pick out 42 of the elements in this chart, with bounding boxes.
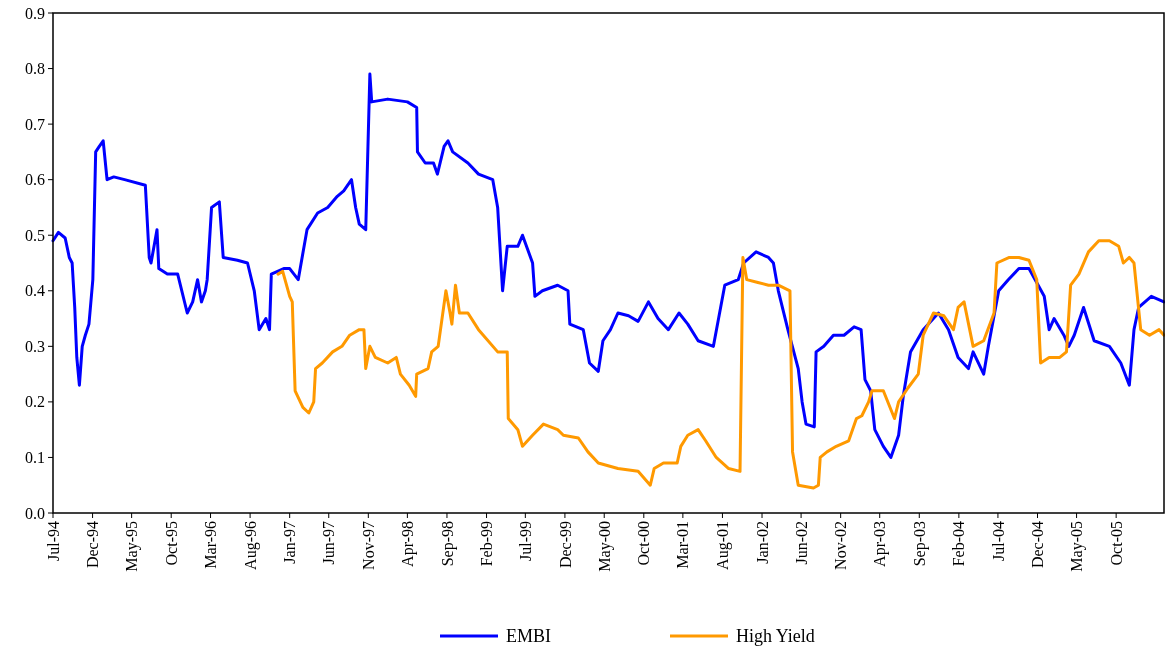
x-tick-label: Jul-94 xyxy=(44,521,62,561)
x-tick-label: Dec-04 xyxy=(1029,521,1047,569)
x-tick-label: Apr-98 xyxy=(398,521,417,567)
y-tick-label: 0.8 xyxy=(25,60,45,78)
y-tick-label: 0.6 xyxy=(25,171,45,189)
x-tick-label: Jun-02 xyxy=(792,521,810,565)
legend-label: High Yield xyxy=(736,626,815,647)
x-tick-label: Nov-97 xyxy=(359,521,377,570)
y-tick-label: 0.0 xyxy=(25,504,45,522)
x-tick-label: Jun-97 xyxy=(320,521,338,565)
x-tick-label: Dec-99 xyxy=(556,521,574,569)
x-tick-label: Feb-99 xyxy=(478,521,496,567)
x-tick-label: Oct-95 xyxy=(162,521,180,566)
y-tick-label: 0.2 xyxy=(25,393,45,411)
x-tick-label: Aug-01 xyxy=(714,521,733,570)
legend-label: EMBI xyxy=(506,626,552,647)
x-tick-label: Jan-97 xyxy=(281,521,299,564)
x-tick-label: Sep-03 xyxy=(910,521,929,567)
x-tick-label: Mar-96 xyxy=(202,521,220,569)
y-tick-label: 0.1 xyxy=(25,449,45,467)
x-tick-label: Jul-99 xyxy=(516,521,534,561)
x-tick-label: Apr-03 xyxy=(871,521,890,567)
y-tick-label: 0.4 xyxy=(25,282,45,300)
x-tick-label: May-00 xyxy=(595,521,614,572)
line-series xyxy=(276,239,1165,490)
x-tick-label: Jul-04 xyxy=(989,521,1007,561)
x-tick-label: Oct-00 xyxy=(635,521,653,566)
x-tick-label: Jan-02 xyxy=(753,521,771,564)
x-tick-label: May-95 xyxy=(123,521,142,572)
x-tick-label: Oct-05 xyxy=(1107,521,1125,566)
x-tick-label: Mar-01 xyxy=(674,521,692,569)
y-tick-label: 0.3 xyxy=(25,337,45,355)
y-tick-label: 0.5 xyxy=(25,226,45,244)
x-tick-label: Dec-94 xyxy=(84,521,102,569)
x-tick-label: May-05 xyxy=(1068,521,1087,572)
x-tick-label: Aug-96 xyxy=(241,521,260,570)
y-tick-label: 0.9 xyxy=(25,4,45,22)
x-tick-label: Nov-02 xyxy=(832,521,850,570)
x-tick-label: Feb-04 xyxy=(950,521,968,567)
x-tick-label: Sep-98 xyxy=(438,521,457,567)
line-series xyxy=(51,72,1165,459)
y-tick-label: 0.7 xyxy=(25,115,45,133)
